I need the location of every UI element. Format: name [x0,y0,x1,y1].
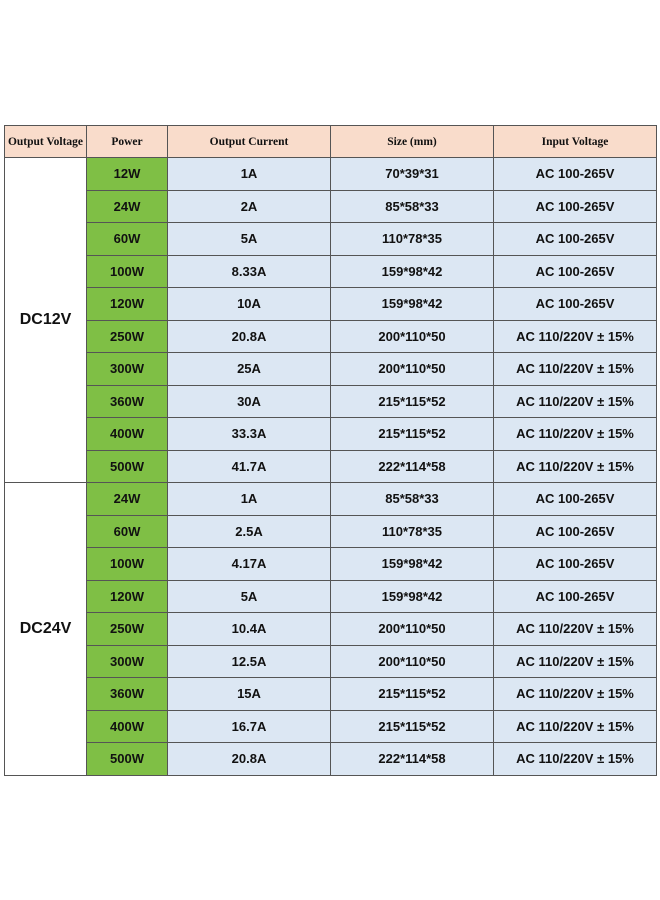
power-cell: 360W [86,677,168,711]
power-cell: 250W [86,319,168,353]
power-cell: 300W [86,352,168,386]
data-cell: 20.8A [167,742,331,776]
data-cell: AC 100-265V [493,482,657,516]
data-cell: 2.5A [167,514,331,548]
data-cell: 10.4A [167,612,331,646]
data-cell: 159*98*42 [330,547,494,581]
data-cell: 20.8A [167,319,331,353]
data-cell: 41.7A [167,449,331,483]
data-cell: 15A [167,677,331,711]
data-cell: 159*98*42 [330,254,494,288]
power-cell: 12W [86,157,168,191]
data-cell: 200*110*50 [330,644,494,678]
data-cell: AC 100-265V [493,579,657,613]
data-cell: AC 110/220V ± 15% [493,709,657,743]
power-cell: 100W [86,254,168,288]
data-cell: AC 110/220V ± 15% [493,644,657,678]
data-cell: 85*58*33 [330,482,494,516]
data-cell: 200*110*50 [330,319,494,353]
data-cell: AC 100-265V [493,287,657,321]
data-cell: AC 100-265V [493,189,657,223]
data-cell: 10A [167,287,331,321]
data-cell: 215*115*52 [330,417,494,451]
power-cell: 400W [86,417,168,451]
data-cell: AC 110/220V ± 15% [493,352,657,386]
data-cell: AC 100-265V [493,547,657,581]
data-cell: 215*115*52 [330,384,494,418]
power-cell: 120W [86,287,168,321]
data-cell: 25A [167,352,331,386]
data-cell: AC 110/220V ± 15% [493,319,657,353]
data-cell: 159*98*42 [330,579,494,613]
data-cell: AC 110/220V ± 15% [493,449,657,483]
power-cell: 300W [86,644,168,678]
header-cell: Output Current [167,125,331,158]
data-cell: 85*58*33 [330,189,494,223]
power-cell: 24W [86,189,168,223]
group-label: DC24V [4,482,87,776]
power-cell: 360W [86,384,168,418]
header-cell: Input Voltage [493,125,657,158]
data-cell: 8.33A [167,254,331,288]
data-cell: 215*115*52 [330,677,494,711]
header-cell: Size (mm) [330,125,494,158]
header-cell: Power [86,125,168,158]
data-cell: AC 100-265V [493,157,657,191]
data-cell: 70*39*31 [330,157,494,191]
data-cell: AC 110/220V ± 15% [493,384,657,418]
data-cell: 5A [167,579,331,613]
data-cell: AC 110/220V ± 15% [493,417,657,451]
data-cell: 222*114*58 [330,449,494,483]
data-cell: 200*110*50 [330,352,494,386]
power-cell: 250W [86,612,168,646]
data-cell: 16.7A [167,709,331,743]
data-cell: AC 110/220V ± 15% [493,742,657,776]
data-cell: AC 110/220V ± 15% [493,677,657,711]
power-cell: 120W [86,579,168,613]
data-cell: 2A [167,189,331,223]
power-cell: 60W [86,514,168,548]
power-cell: 60W [86,222,168,256]
data-cell: AC 110/220V ± 15% [493,612,657,646]
data-cell: AC 100-265V [493,514,657,548]
power-cell: 500W [86,742,168,776]
data-cell: 222*114*58 [330,742,494,776]
data-cell: 110*78*35 [330,222,494,256]
power-cell: 500W [86,449,168,483]
data-cell: 33.3A [167,417,331,451]
data-cell: 12.5A [167,644,331,678]
header-cell: Output Voltage [4,125,87,158]
data-cell: AC 100-265V [493,254,657,288]
data-cell: 159*98*42 [330,287,494,321]
data-cell: 1A [167,482,331,516]
power-cell: 24W [86,482,168,516]
data-cell: 215*115*52 [330,709,494,743]
data-cell: 1A [167,157,331,191]
data-cell: 5A [167,222,331,256]
data-cell: 110*78*35 [330,514,494,548]
data-cell: 200*110*50 [330,612,494,646]
data-cell: AC 100-265V [493,222,657,256]
power-cell: 400W [86,709,168,743]
power-cell: 100W [86,547,168,581]
data-cell: 4.17A [167,547,331,581]
data-cell: 30A [167,384,331,418]
group-label: DC12V [4,157,87,483]
